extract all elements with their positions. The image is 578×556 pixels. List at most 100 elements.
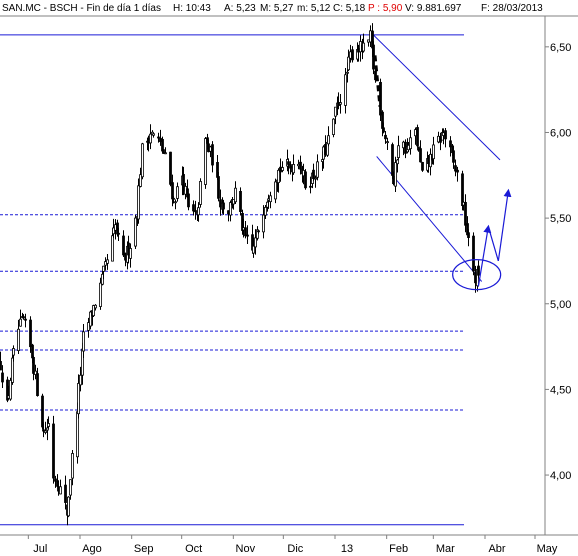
candle-196 (456, 166, 459, 182)
candle-body-17 (41, 395, 44, 428)
candle-151 (351, 46, 354, 63)
candle-body-11 (24, 318, 27, 321)
candle-body-134 (312, 169, 315, 179)
candle-body-131 (304, 171, 307, 189)
candle-136 (316, 154, 319, 181)
x-tick-label-2: Sep (134, 543, 154, 555)
candle-body-165 (384, 134, 387, 140)
candle-body-121 (281, 167, 284, 171)
candle-147 (344, 68, 347, 114)
x-tick-label-10: May (537, 543, 558, 555)
candle-202 (472, 232, 475, 276)
y-tick-label-1: 6,00 (550, 127, 571, 139)
candle-51 (117, 227, 120, 242)
header-min: m: 5,12 (297, 3, 331, 14)
candle-body-16 (36, 373, 39, 397)
candle-74 (172, 196, 175, 204)
candle-body-44 (102, 265, 105, 272)
candle-166 (386, 137, 389, 151)
candle-191 (444, 128, 447, 148)
candle-body-47 (111, 235, 114, 262)
candle-57 (134, 214, 137, 249)
x-tick-label-9: Abr (488, 543, 505, 555)
candle-67 (157, 132, 160, 143)
header-open: A: 5,23 (224, 3, 256, 14)
candle-8 (19, 309, 22, 327)
candle-body-91 (211, 144, 214, 166)
candle-body-194 (452, 150, 455, 163)
y-tick-label-5: 4,00 (550, 470, 571, 482)
candle-body-147 (344, 74, 347, 106)
candle-19 (44, 421, 47, 435)
candle-body-10 (22, 316, 25, 319)
candle-195 (454, 159, 457, 177)
candle-11 (24, 313, 27, 328)
candle-body-15 (34, 370, 37, 375)
candle-body-34 (79, 374, 82, 386)
header-symbol: SAN.MC - BSCH - Fin de día 1 días (2, 3, 161, 14)
candle-body-195 (454, 165, 457, 172)
x-tick-label-1: Ago (82, 543, 102, 555)
candle-7 (17, 319, 20, 355)
candle-body-64 (149, 133, 152, 144)
candle-23 (54, 475, 57, 488)
candle-body-23 (54, 478, 57, 482)
header-volume: V: 9.881.697 (405, 3, 462, 14)
candle-body-59 (137, 185, 140, 220)
candle-body-128 (299, 161, 302, 170)
candle-body-180 (419, 148, 422, 163)
candle-171 (397, 135, 400, 160)
candle-72 (169, 151, 172, 187)
candle-33 (77, 374, 80, 419)
candle-body-98 (229, 202, 232, 216)
price-candles (0, 23, 480, 526)
candle-body-36 (82, 331, 85, 352)
candle-body-108 (252, 245, 255, 254)
candle-body-42 (99, 282, 102, 307)
candle-81 (187, 193, 190, 211)
header-close: C: 5,18 (333, 3, 366, 14)
candle-108 (252, 237, 255, 258)
candle-body-166 (386, 141, 389, 144)
x-tick-label-6: 13 (341, 543, 353, 555)
candle-17 (41, 393, 44, 430)
candle-body-20 (46, 427, 49, 431)
y-axis-ticks: 6,50 6,00 5,50 5,00 4,50 4,00 (545, 42, 571, 482)
x-tick-label-3: Oct (185, 543, 202, 555)
candle-112 (262, 205, 265, 239)
candle-36 (82, 323, 85, 358)
candle-body-116 (269, 195, 272, 203)
candle-body-186 (432, 144, 435, 160)
candle-60 (139, 167, 142, 188)
candle-29 (67, 496, 70, 518)
candle-131 (304, 169, 307, 190)
candle-body-101 (234, 187, 237, 203)
candle-body-119 (277, 169, 280, 184)
candle-31 (71, 449, 74, 486)
header-price: P : 5,90 (368, 3, 403, 14)
candle-body-0 (0, 361, 2, 371)
candle-83 (194, 200, 197, 220)
candle-22 (52, 415, 55, 484)
candle-75 (174, 199, 177, 210)
candle-141 (327, 126, 330, 147)
candle-body-170 (396, 159, 399, 165)
x-tick-label-0: Jul (33, 543, 47, 555)
candle-body-192 (449, 140, 452, 148)
candle-body-81 (187, 193, 190, 208)
candle-body-30 (69, 479, 72, 496)
candle-body-151 (351, 49, 354, 61)
candle-6 (12, 345, 15, 362)
gap-marker (373, 55, 382, 107)
candle-body-6 (12, 348, 15, 356)
candle-105 (244, 220, 247, 239)
candle-body-106 (246, 234, 249, 237)
candle-body-60 (139, 174, 142, 187)
candle-body-113 (264, 207, 267, 216)
candle-52 (122, 230, 125, 257)
x-tick-label-8: Mar (436, 543, 455, 555)
y-tick-label-0: 6,50 (550, 42, 571, 54)
candle-body-21 (47, 423, 50, 427)
candle-body-41 (94, 304, 97, 309)
candle-110 (256, 226, 259, 241)
